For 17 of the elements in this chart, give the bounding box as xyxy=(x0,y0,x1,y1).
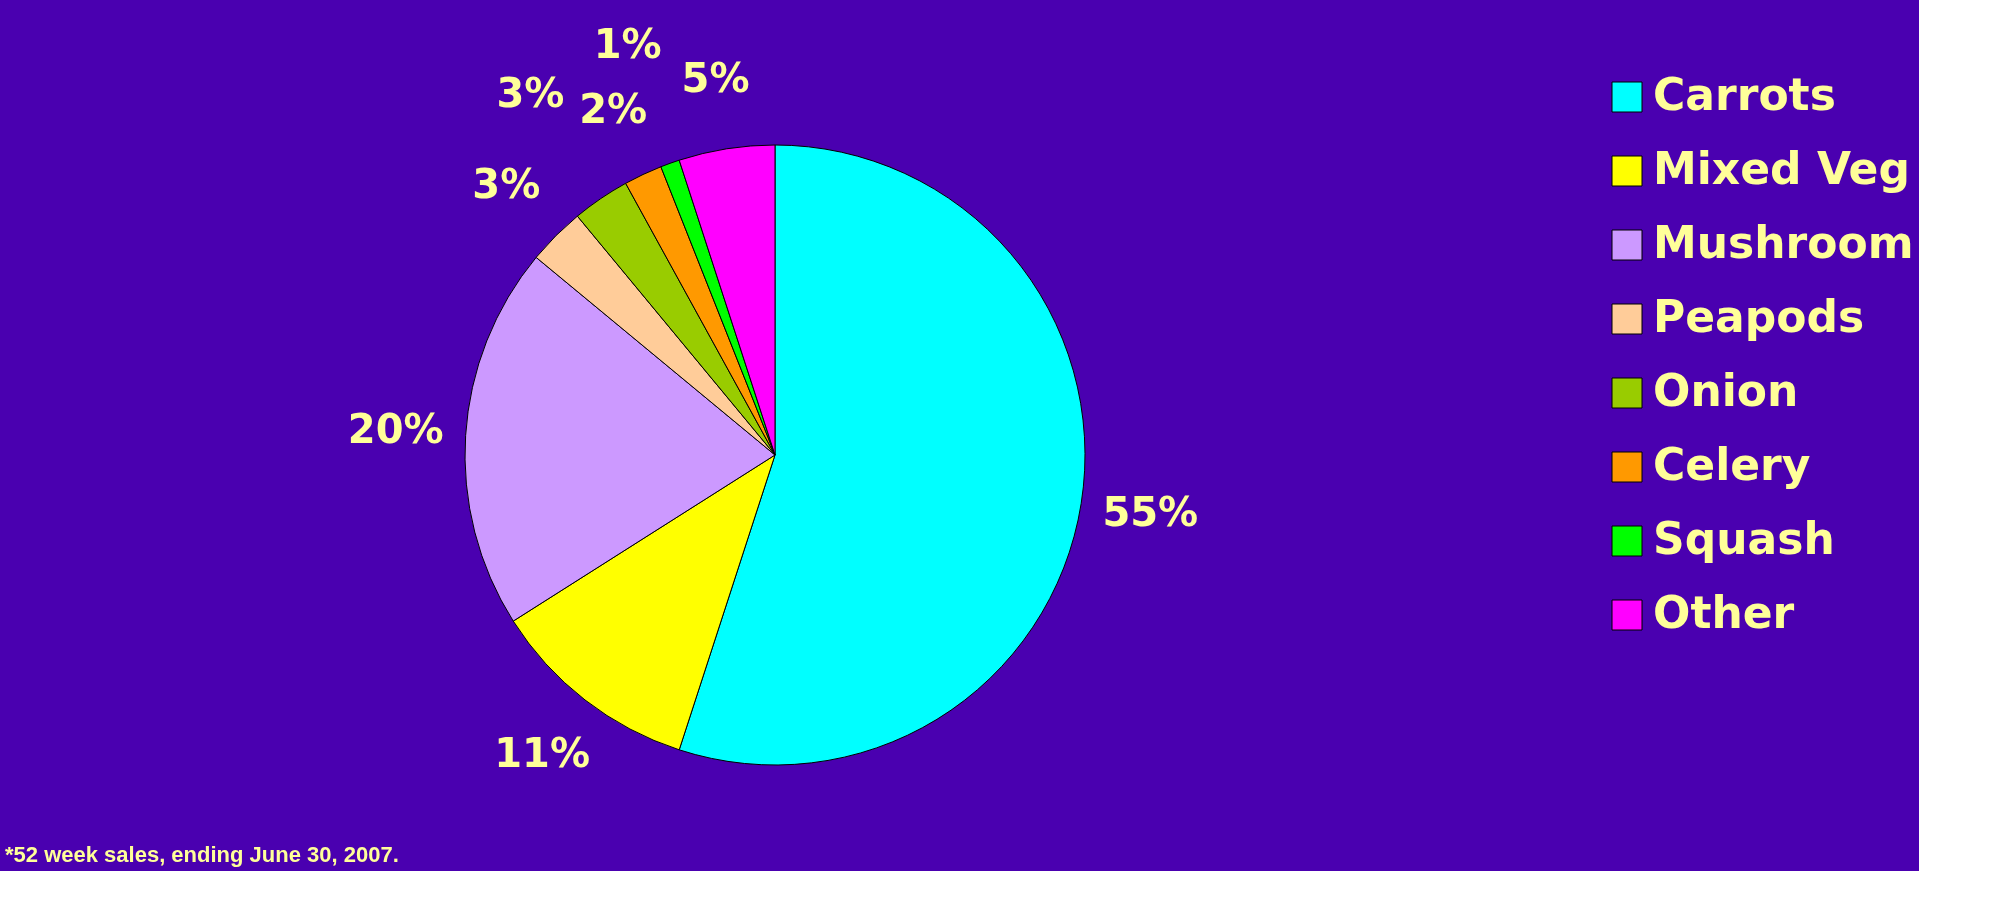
data-label: 2% xyxy=(579,86,648,133)
legend-label: Mushroom xyxy=(1653,217,1914,268)
legend-label: Other xyxy=(1653,587,1795,638)
data-label: 55% xyxy=(1102,489,1199,536)
legend-label: Celery xyxy=(1653,439,1811,490)
data-label: 3% xyxy=(496,70,565,117)
data-label: 20% xyxy=(347,406,444,453)
text: *52 week sales, ending June 30, 2007. xyxy=(5,842,399,867)
data-label: 1% xyxy=(593,20,662,67)
legend-label: Onion xyxy=(1653,365,1799,416)
data-label: 5% xyxy=(681,54,750,101)
legend-label: Carrots xyxy=(1653,69,1836,120)
legend-label: Mixed Veg xyxy=(1653,143,1910,194)
legend-label: Squash xyxy=(1653,513,1835,564)
data-label: 11% xyxy=(494,730,590,777)
data-label: 3% xyxy=(472,161,541,208)
legend-label: Peapods xyxy=(1653,291,1865,342)
